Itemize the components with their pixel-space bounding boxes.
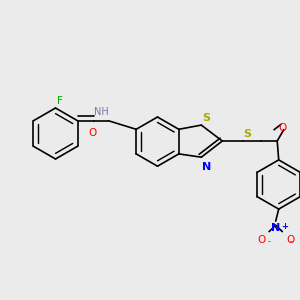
Text: N: N (271, 223, 280, 232)
Text: O: O (258, 235, 266, 244)
Text: +: + (281, 222, 288, 231)
Text: S: S (202, 113, 210, 123)
Text: O: O (88, 128, 97, 138)
Text: -: - (290, 238, 292, 247)
Text: F: F (57, 97, 63, 106)
Text: S: S (244, 129, 252, 139)
Text: O: O (279, 124, 287, 134)
Text: NH: NH (94, 107, 109, 117)
Text: -: - (268, 238, 271, 247)
Text: O: O (286, 235, 294, 244)
Text: N: N (202, 162, 211, 172)
